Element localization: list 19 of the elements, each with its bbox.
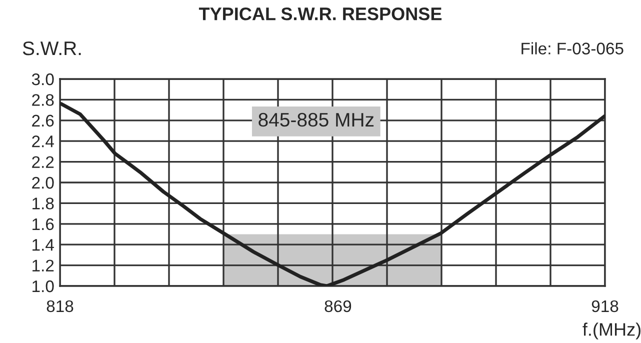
y-tick-label: 1.4 [32, 239, 54, 251]
x-axis-title: f.(MHz) [582, 322, 640, 340]
y-tick-label: 2.8 [32, 94, 54, 106]
y-tick-label: 1.2 [32, 260, 54, 272]
y-tick-label: 2.6 [32, 114, 54, 127]
annotation: 845-885 MHz [258, 112, 374, 127]
y-tick-label: 3.0 [32, 73, 54, 86]
x-tick-label: 918 [592, 300, 618, 312]
y-tick-label: 2.2 [32, 156, 54, 168]
y-tick-label: 2.0 [32, 176, 54, 189]
y-axis-title: S.W.R. [22, 41, 81, 56]
y-tick-label: 1.6 [32, 218, 54, 230]
y-tick-label: 2.4 [32, 136, 54, 148]
text: File: F-03-065 [522, 42, 624, 54]
y-tick-label: 1.8 [32, 198, 54, 210]
x-tick-label: 818 [46, 300, 74, 312]
y-tick-label: 1.0 [32, 280, 54, 292]
chart-title: TYPICAL S.W.R. RESPONSE [198, 7, 442, 20]
x-tick-label: 869 [324, 300, 352, 312]
